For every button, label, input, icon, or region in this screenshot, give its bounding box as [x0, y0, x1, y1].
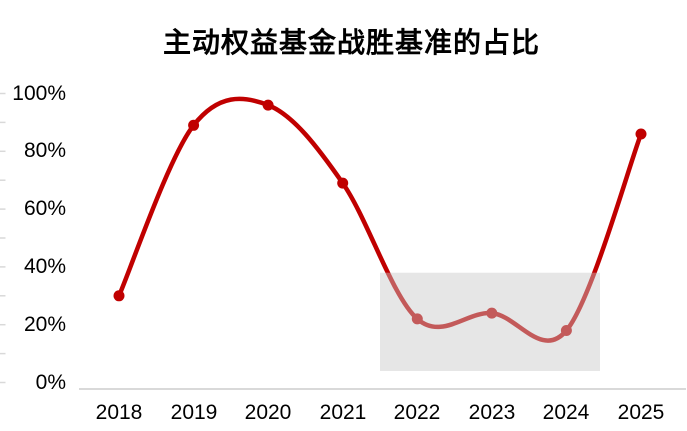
y-axis-label: 20% [23, 313, 66, 336]
y-axis-label: 0% [35, 371, 66, 394]
x-axis-label: 2020 [244, 401, 292, 424]
y-axis-label: 60% [23, 197, 66, 220]
x-axis-label: 2025 [617, 401, 665, 424]
chart-title: 主动权益基金战胜基准的占比 [162, 27, 540, 58]
data-point-2025 [635, 128, 647, 140]
x-axis-label: 2022 [393, 401, 441, 424]
x-axis-label: 2018 [95, 401, 143, 424]
data-point-2019 [188, 119, 200, 131]
data-point-2018 [113, 290, 125, 302]
data-point-2022 [411, 313, 423, 325]
y-axis-label: 80% [23, 139, 66, 162]
y-axis-label: 40% [23, 255, 66, 278]
x-axis-label: 2023 [468, 401, 516, 424]
data-point-2024 [560, 325, 572, 336]
x-axis-label: 2024 [542, 401, 590, 424]
data-point-2021 [337, 177, 349, 189]
x-axis-label: 2019 [170, 401, 218, 424]
highlight-region [380, 272, 600, 371]
y-axis-label: 100% [12, 82, 66, 105]
x-axis-label: 2021 [319, 401, 367, 424]
data-point-2020 [262, 99, 274, 111]
data-point-2023 [486, 307, 498, 319]
